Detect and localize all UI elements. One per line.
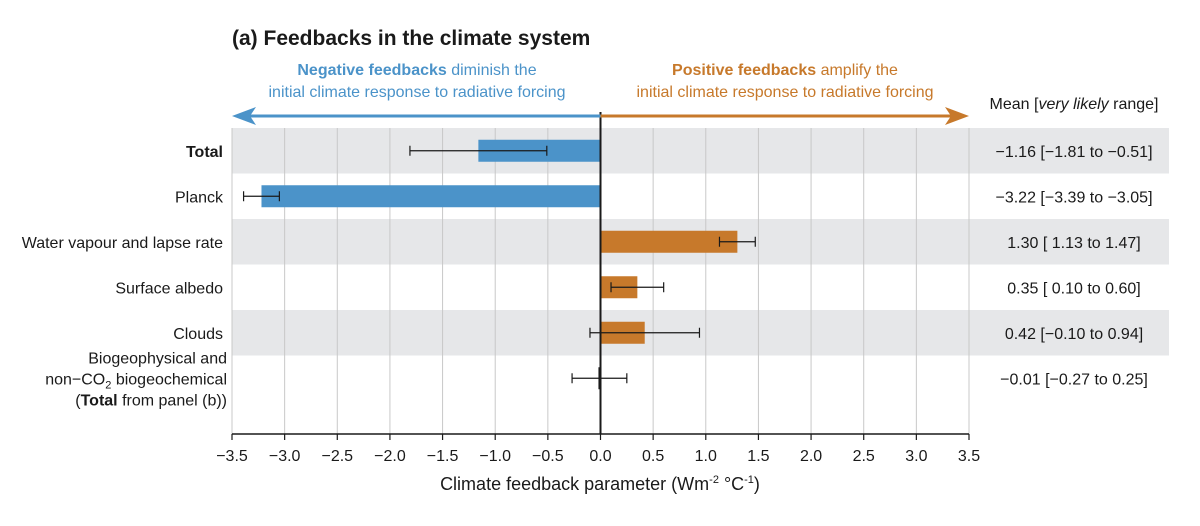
row-label: Biogeophysical and	[88, 350, 227, 367]
x-tick-label: 2.5	[853, 448, 875, 465]
row-label: Planck	[175, 189, 224, 206]
row-band	[232, 310, 1169, 356]
x-tick-label: 2.0	[800, 448, 822, 465]
row-label: Surface albedo	[115, 280, 223, 297]
positive-note-line2: initial climate response to radiative fo…	[636, 84, 933, 101]
x-tick-label: 1.0	[695, 448, 717, 465]
x-tick-label: −3.0	[269, 448, 301, 465]
x-tick-label: −2.5	[321, 448, 353, 465]
x-tick-label: 0.5	[642, 448, 664, 465]
x-axis-label: Climate feedback parameter (Wm-2 °C-1)	[440, 474, 760, 494]
range-value: 0.42 [−0.10 to 0.94]	[1005, 326, 1143, 343]
negative-arrow-head	[232, 107, 256, 125]
x-tick-label: −1.0	[479, 448, 511, 465]
row-label: non−CO2 biogeochemical	[45, 371, 227, 391]
x-tick-label: 3.5	[958, 448, 980, 465]
x-tick-label: 0.0	[589, 448, 611, 465]
row-label: Clouds	[173, 326, 223, 343]
range-value: 1.30 [ 1.13 to 1.47]	[1007, 235, 1140, 252]
x-tick-label: 3.0	[905, 448, 927, 465]
bar	[261, 185, 601, 208]
range-value: 0.35 [ 0.10 to 0.60]	[1007, 280, 1140, 297]
row-label: Water vapour and lapse rate	[22, 235, 223, 252]
bar	[600, 230, 738, 253]
row-band	[232, 128, 1169, 174]
range-value: −0.01 [−0.27 to 0.25]	[1000, 371, 1148, 388]
range-value: −3.22 [−3.39 to −3.05]	[995, 189, 1152, 206]
x-tick-label: 1.5	[747, 448, 769, 465]
row-label: Total	[186, 144, 223, 161]
x-tick-label: −3.5	[216, 448, 248, 465]
chart-title: (a) Feedbacks in the climate system	[232, 27, 590, 50]
x-tick-label: −0.5	[532, 448, 564, 465]
x-tick-label: −2.0	[374, 448, 406, 465]
negative-note-line1: Negative feedbacks diminish the	[297, 62, 536, 79]
x-tick-label: −1.5	[427, 448, 459, 465]
row-label: (Total from panel (b))	[75, 392, 227, 409]
range-header: Mean [very likely range]	[990, 96, 1159, 113]
range-value: −1.16 [−1.81 to −0.51]	[995, 144, 1152, 161]
positive-arrow-head	[945, 107, 969, 125]
positive-note-line1: Positive feedbacks amplify the	[672, 62, 898, 79]
negative-note-line2: initial climate response to radiative fo…	[268, 84, 565, 101]
